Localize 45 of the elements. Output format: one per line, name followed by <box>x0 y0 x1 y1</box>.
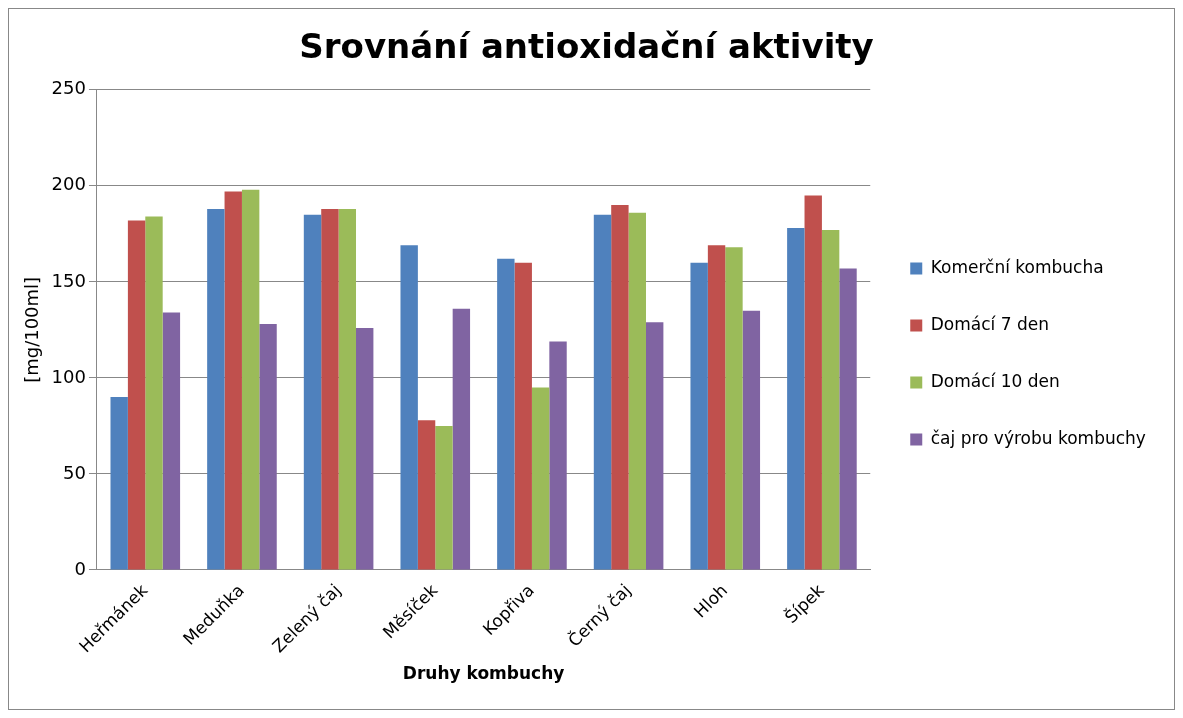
bar <box>241 189 260 570</box>
bar <box>821 230 840 570</box>
bar <box>400 245 418 570</box>
bar <box>207 208 225 570</box>
bar <box>259 324 277 570</box>
bar <box>804 195 822 570</box>
bar <box>742 310 761 570</box>
y-tick-label: 200 <box>51 173 86 195</box>
bar <box>690 262 708 570</box>
y-axis-title: [mg/100ml] <box>21 276 43 383</box>
chart-title: Srovnání antioxidační aktivity <box>299 26 874 67</box>
bar <box>110 397 128 570</box>
x-axis-title: Druhy kombuchy <box>402 663 565 684</box>
y-tick-label: 0 <box>74 557 86 579</box>
bar <box>839 268 857 570</box>
bar <box>646 322 664 570</box>
bar <box>707 245 726 570</box>
bar <box>611 205 629 570</box>
bar <box>127 220 146 570</box>
bar <box>787 228 805 570</box>
bar <box>356 327 374 570</box>
bar <box>497 258 515 570</box>
bar <box>145 216 163 570</box>
bar <box>303 214 322 570</box>
bar <box>338 208 357 570</box>
legend-label: Domácí 7 den <box>930 313 1049 334</box>
y-tick-label: 250 <box>51 77 86 99</box>
bar <box>514 262 532 570</box>
bar <box>531 387 550 570</box>
bar <box>628 212 646 570</box>
legend-label: Domácí 10 den <box>930 370 1060 391</box>
bar <box>162 312 181 570</box>
bar <box>725 247 743 570</box>
bar <box>417 420 436 570</box>
bar <box>593 214 612 570</box>
bar <box>549 341 567 570</box>
legend-label: čaj pro výrobu kombuchy <box>930 427 1146 448</box>
bar <box>321 208 339 570</box>
legend-label: Komerční kombucha <box>930 256 1104 277</box>
bar <box>224 191 242 570</box>
bar <box>452 308 471 570</box>
y-tick-label: 100 <box>51 365 86 387</box>
y-tick-label: 50 <box>63 461 86 483</box>
bar <box>435 425 453 570</box>
y-tick-label: 150 <box>51 269 86 291</box>
